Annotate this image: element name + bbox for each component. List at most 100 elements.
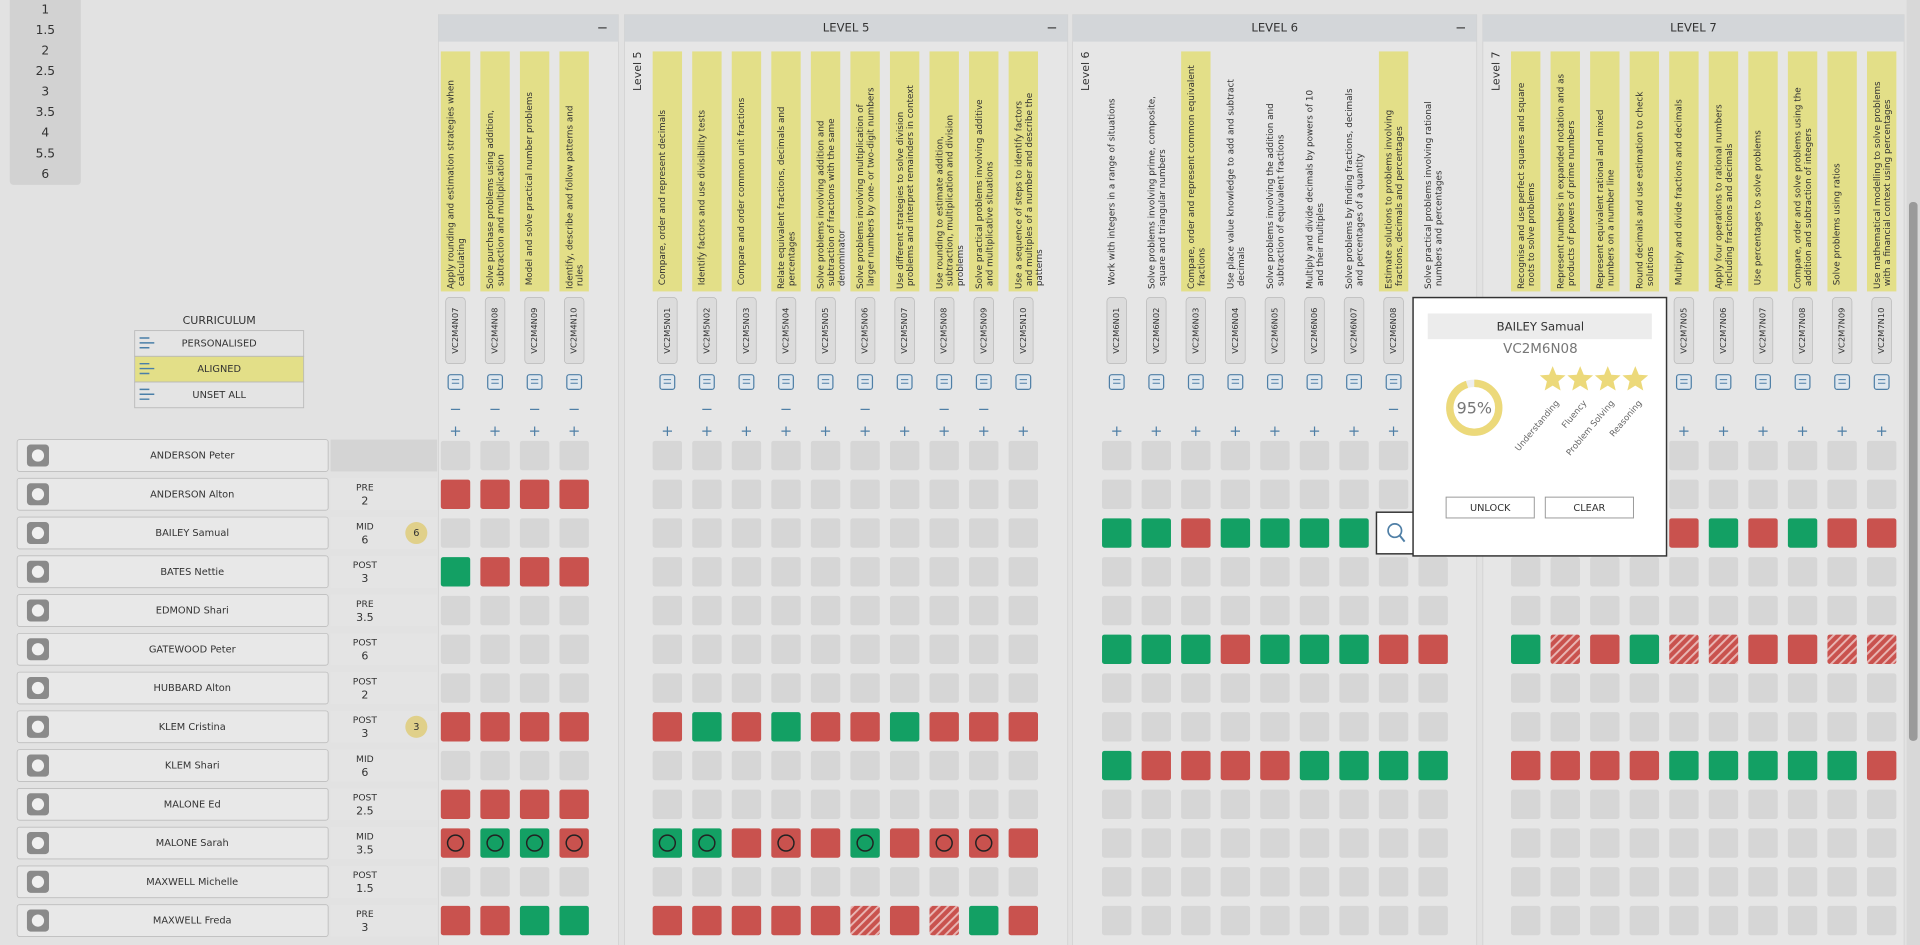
result-cell[interactable] — [1378, 673, 1409, 703]
result-cell[interactable] — [652, 828, 683, 858]
result-cell[interactable] — [1141, 518, 1171, 548]
student-name-box[interactable] — [16, 710, 329, 744]
result-cell[interactable] — [1260, 673, 1290, 703]
result-cell[interactable] — [1748, 867, 1778, 897]
result-cell[interactable] — [1339, 595, 1369, 626]
result-cell[interactable] — [652, 712, 683, 742]
result-cell[interactable] — [480, 712, 510, 742]
result-cell[interactable] — [1008, 867, 1038, 897]
result-cell[interactable] — [850, 750, 880, 781]
result-cell[interactable] — [850, 518, 880, 548]
result-cell[interactable] — [1669, 789, 1699, 819]
result-cell[interactable] — [1669, 479, 1699, 509]
result-cell[interactable] — [1141, 479, 1171, 509]
result-cell[interactable] — [771, 634, 801, 664]
result-cell[interactable] — [1220, 479, 1251, 509]
plus-button[interactable]: + — [661, 423, 673, 440]
result-cell[interactable] — [440, 905, 471, 936]
student-name-box[interactable] — [16, 865, 329, 899]
result-cell[interactable] — [810, 750, 841, 781]
result-cell[interactable] — [889, 789, 920, 819]
result-cell[interactable] — [1260, 518, 1290, 548]
result-cell[interactable] — [1008, 828, 1038, 858]
minus-button[interactable]: − — [859, 401, 871, 418]
result-cell[interactable] — [1220, 905, 1251, 936]
result-cell[interactable] — [1339, 828, 1369, 858]
result-cell[interactable] — [929, 905, 959, 936]
result-cell[interactable] — [1827, 518, 1857, 548]
plus-button[interactable]: + — [859, 423, 871, 440]
result-cell[interactable] — [1827, 595, 1857, 626]
result-cell[interactable] — [1181, 673, 1211, 703]
result-cell[interactable] — [1708, 440, 1739, 471]
result-cell[interactable] — [1260, 750, 1290, 781]
result-cell[interactable] — [692, 595, 722, 626]
result-cell[interactable] — [1220, 518, 1251, 548]
result-cell[interactable] — [1418, 557, 1448, 587]
result-cell[interactable] — [1181, 828, 1211, 858]
result-cell[interactable] — [1827, 479, 1857, 509]
result-cell[interactable] — [1141, 905, 1171, 936]
minus-button[interactable]: − — [780, 401, 792, 418]
result-cell[interactable] — [1181, 905, 1211, 936]
result-cell[interactable] — [1708, 634, 1739, 664]
result-cell[interactable] — [1669, 634, 1699, 664]
result-cell[interactable] — [1339, 712, 1369, 742]
result-cell[interactable] — [929, 828, 959, 858]
result-cell[interactable] — [480, 557, 510, 587]
result-cell[interactable] — [1511, 867, 1541, 897]
result-cell[interactable] — [480, 867, 510, 897]
result-cell[interactable] — [1590, 750, 1620, 781]
result-cell[interactable] — [559, 518, 589, 548]
result-cell[interactable] — [1748, 750, 1778, 781]
result-cell[interactable] — [1141, 828, 1171, 858]
result-cell[interactable] — [1827, 440, 1857, 471]
result-cell[interactable] — [1220, 440, 1251, 471]
result-cell[interactable] — [810, 634, 841, 664]
doc-icon[interactable] — [936, 374, 953, 390]
result-cell[interactable] — [889, 712, 920, 742]
result-cell[interactable] — [1378, 828, 1409, 858]
result-cell[interactable] — [519, 750, 550, 781]
result-cell[interactable] — [1008, 750, 1038, 781]
result-cell[interactable] — [771, 828, 801, 858]
collapse-button[interactable]: − — [1046, 21, 1057, 36]
result-cell[interactable] — [519, 479, 550, 509]
result-cell[interactable] — [1708, 479, 1739, 509]
result-cell[interactable] — [1827, 673, 1857, 703]
doc-icon[interactable] — [1227, 374, 1244, 390]
result-cell[interactable] — [1669, 750, 1699, 781]
result-cell[interactable] — [1787, 712, 1818, 742]
scale-item[interactable]: 3.5 — [36, 105, 55, 119]
scale-item[interactable]: 5.5 — [36, 146, 55, 160]
curriculum-option[interactable] — [134, 381, 305, 409]
result-cell[interactable] — [692, 518, 722, 548]
result-cell[interactable] — [1629, 905, 1660, 936]
collapse-button[interactable]: − — [597, 21, 608, 36]
result-cell[interactable] — [771, 673, 801, 703]
result-cell[interactable] — [519, 634, 550, 664]
scale-item[interactable]: 1.5 — [36, 23, 55, 37]
result-cell[interactable] — [1260, 634, 1290, 664]
result-cell[interactable] — [1748, 905, 1778, 936]
result-cell[interactable] — [889, 518, 920, 548]
result-cell[interactable] — [1866, 634, 1897, 664]
result-cell[interactable] — [1299, 673, 1330, 703]
result-cell[interactable] — [1339, 634, 1369, 664]
result-cell[interactable] — [1220, 634, 1251, 664]
plus-button[interactable]: + — [1017, 423, 1029, 440]
result-cell[interactable] — [1102, 595, 1132, 626]
plus-button[interactable]: + — [1348, 423, 1360, 440]
result-cell[interactable] — [1827, 557, 1857, 587]
result-cell[interactable] — [480, 905, 510, 936]
result-cell[interactable] — [692, 789, 722, 819]
result-cell[interactable] — [731, 789, 762, 819]
result-cell[interactable] — [1669, 712, 1699, 742]
result-cell[interactable] — [1008, 712, 1038, 742]
doc-icon[interactable] — [975, 374, 992, 390]
student-name-box[interactable] — [16, 632, 329, 666]
plus-button[interactable]: + — [701, 423, 713, 440]
result-cell[interactable] — [771, 712, 801, 742]
result-cell[interactable] — [1590, 828, 1620, 858]
result-cell[interactable] — [1008, 789, 1038, 819]
